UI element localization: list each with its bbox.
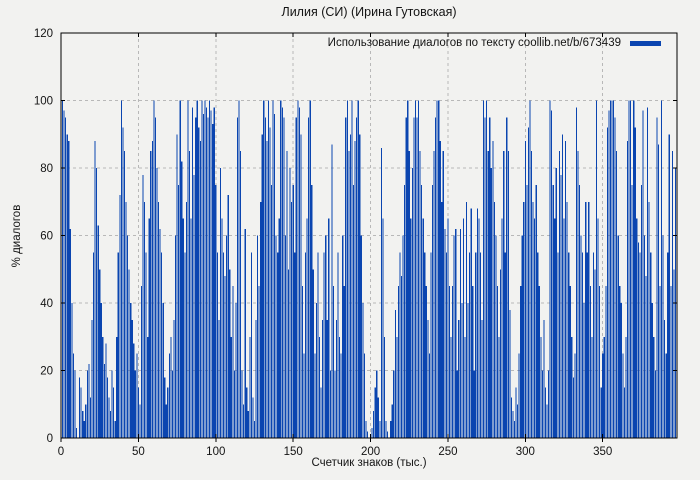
y-tick-label: 80 (40, 163, 53, 175)
y-tick-label: 0 (47, 433, 53, 445)
x-tick-label: 50 (132, 446, 145, 458)
legend-label: Использование диалогов по тексту coollib… (327, 37, 621, 49)
x-tick-label: 200 (361, 446, 380, 458)
impulse-series (60, 100, 678, 439)
x-tick-label: 100 (206, 446, 225, 458)
y-tick-label: 100 (34, 96, 53, 108)
x-tick-label: 0 (58, 446, 64, 458)
x-tick-label: 350 (593, 446, 612, 458)
x-tick-label: 150 (284, 446, 303, 458)
plot-border (60, 32, 678, 439)
x-tick-label: 300 (516, 446, 535, 458)
legend: Использование диалогов по тексту coollib… (328, 37, 661, 49)
y-tick-label: 40 (40, 298, 53, 310)
y-tick-label: 120 (34, 28, 53, 40)
y-axis-label: % диалогов (11, 204, 23, 268)
x-axis-label: Счетчик знаков (тыс.) (311, 457, 427, 469)
chart-title: Лилия (СИ) (Ирина Гутовская) (281, 5, 457, 19)
y-tick-label: 60 (40, 231, 53, 243)
y-tick-label: 20 (40, 366, 53, 378)
legend-line-swatch (630, 40, 661, 46)
x-tick-label: 250 (438, 446, 457, 458)
